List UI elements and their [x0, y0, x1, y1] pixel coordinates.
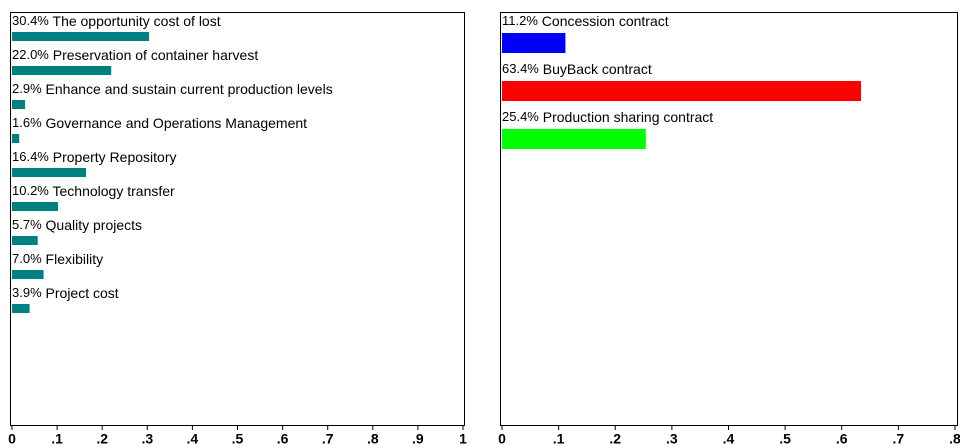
category-label: Governance and Operations Management — [42, 115, 307, 131]
category-label: Project cost — [42, 285, 119, 301]
category-label: Concession contract — [538, 13, 669, 29]
x-tick-label: .2 — [609, 431, 621, 447]
value-label: 25.4% — [502, 109, 539, 124]
x-tick-label: .5 — [779, 431, 791, 447]
bar-label: 10.2% Technology transfer — [12, 183, 175, 199]
value-label: 16.4% — [12, 149, 49, 164]
category-label: Enhance and sustain current production l… — [42, 81, 333, 97]
x-tick-label: .7 — [893, 431, 905, 447]
bar-label: 63.4% BuyBack contract — [502, 61, 652, 77]
x-tick-label: .3 — [141, 431, 153, 447]
x-tick-label: .1 — [51, 431, 63, 447]
bar-label: 3.9% Project cost — [12, 285, 119, 301]
x-tick-label: 1 — [459, 431, 467, 447]
category-label: Quality projects — [42, 217, 142, 233]
category-label: BuyBack contract — [539, 61, 652, 77]
value-label: 5.7% — [12, 217, 42, 232]
x-tick-label: .1 — [553, 431, 565, 447]
bar — [502, 81, 862, 101]
category-label: Preservation of container harvest — [49, 47, 258, 63]
value-label: 22.0% — [12, 47, 49, 62]
value-label: 3.9% — [12, 285, 42, 300]
bar-label: 1.6% Governance and Operations Managemen… — [12, 115, 307, 131]
category-label: Production sharing contract — [539, 109, 713, 125]
bar-label: 16.4% Property Repository — [12, 149, 176, 165]
x-tick-label: .3 — [666, 431, 678, 447]
value-label: 2.9% — [12, 81, 42, 96]
bar — [12, 100, 26, 109]
x-tick-label: .7 — [322, 431, 334, 447]
x-tick-label: .8 — [367, 431, 379, 447]
bar — [12, 168, 86, 177]
value-label: 30.4% — [12, 13, 49, 28]
value-label: 1.6% — [12, 115, 42, 130]
bar-label: 25.4% Production sharing contract — [502, 109, 713, 125]
value-label: 63.4% — [502, 61, 539, 76]
bar — [12, 202, 59, 211]
bar — [12, 134, 20, 143]
bar-label: 30.4% The opportunity cost of lost — [12, 13, 221, 29]
category-label: The opportunity cost of lost — [49, 13, 221, 29]
x-tick-label: 0 — [498, 431, 506, 447]
bar-label: 5.7% Quality projects — [12, 217, 142, 233]
x-tick-label: .9 — [412, 431, 424, 447]
left-panel — [10, 12, 465, 426]
x-tick-label: .2 — [96, 431, 108, 447]
bar — [502, 129, 646, 149]
x-tick-label: .6 — [836, 431, 848, 447]
category-label: Flexibility — [42, 251, 103, 267]
category-label: Technology transfer — [49, 183, 175, 199]
x-tick-label: .4 — [187, 431, 199, 447]
x-tick-label: 0 — [8, 431, 16, 447]
bar-label: 2.9% Enhance and sustain current product… — [12, 81, 333, 97]
bar — [12, 236, 38, 245]
category-label: Property Repository — [49, 149, 177, 165]
x-tick-label: .8 — [949, 431, 960, 447]
bar-label: 22.0% Preservation of container harvest — [12, 47, 258, 63]
bar — [12, 270, 44, 279]
bar — [12, 32, 150, 41]
bar — [502, 33, 566, 53]
x-tick-label: .5 — [232, 431, 244, 447]
bar — [12, 66, 112, 75]
x-tick-label: .6 — [277, 431, 289, 447]
value-label: 7.0% — [12, 251, 42, 266]
bar-label: 7.0% Flexibility — [12, 251, 103, 267]
bar — [12, 304, 30, 313]
bar-label: 11.2% Concession contract — [502, 13, 669, 29]
x-tick-label: .4 — [723, 431, 735, 447]
value-label: 10.2% — [12, 183, 49, 198]
value-label: 11.2% — [502, 13, 538, 28]
